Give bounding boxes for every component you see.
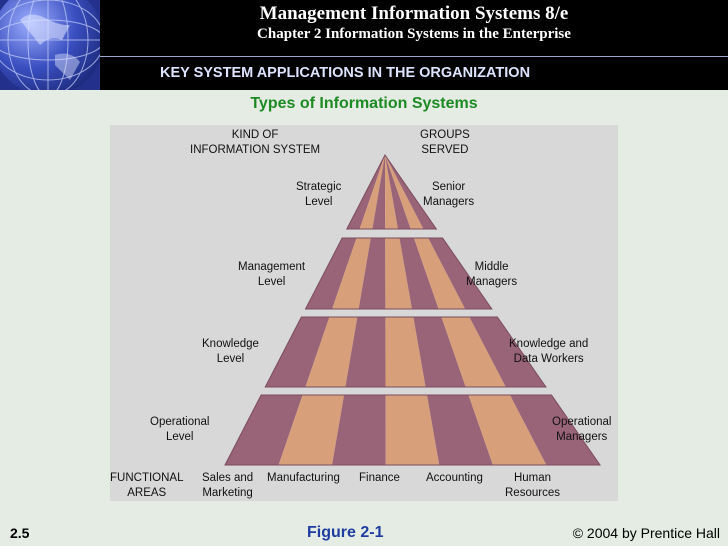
slide-title: Management Information Systems 8/e (259, 3, 569, 24)
tier-band (305, 317, 358, 387)
tier-band (358, 238, 386, 309)
tier-band (305, 238, 357, 309)
slide-subtitle: Types of Information Systems (250, 95, 478, 112)
management-tier (304, 237, 493, 310)
globe-logo (0, 0, 100, 90)
tier-band (385, 238, 412, 309)
tier-outline (224, 394, 601, 466)
tier-band (441, 317, 506, 387)
tier-band (345, 317, 386, 387)
tier-outline (264, 316, 547, 388)
tier-band (413, 238, 466, 309)
knowledge-level-label: Knowledge Level (202, 338, 259, 365)
page-number: 2.5 (10, 525, 30, 541)
copyright-notice: © 2004 by Prentice Hall (572, 525, 720, 541)
slide-header: Management Information Systems 8/e Chapt… (0, 0, 728, 56)
kind-of-system-header: KIND OF INFORMATION SYSTEM (190, 129, 321, 156)
tier-band (332, 238, 371, 309)
tier-outline (345, 154, 438, 230)
operational-managers-label: Operational Managers (552, 416, 612, 443)
pyramid-tiers (224, 154, 601, 466)
tier-band (469, 317, 546, 387)
tier-band (278, 395, 345, 465)
tier-band (385, 395, 440, 465)
area-accounting: Accounting (426, 472, 483, 484)
middle-managers-label: Middle Managers (466, 261, 518, 288)
figure-caption: Figure 2-1 (307, 524, 384, 541)
tier-band (428, 238, 492, 309)
pyramid-figure: KIND OF INFORMATION SYSTEM GROUPS SERVED… (110, 125, 618, 501)
section-bar: KEY SYSTEM APPLICATIONS IN THE ORGANIZAT… (100, 56, 728, 90)
tier-band (359, 155, 385, 229)
pyramid-diagram (224, 154, 601, 466)
area-manufacturing: Manufacturing (267, 472, 340, 484)
area-finance: Finance (359, 472, 400, 484)
tier-band (385, 317, 426, 387)
operational-level-label: Operational Level (150, 416, 210, 443)
strategic-tier (345, 154, 438, 230)
senior-managers-label: Senior Managers (423, 181, 475, 208)
area-sales-marketing: Sales and Marketing (202, 472, 254, 499)
tier-band (225, 395, 303, 465)
tier-band (468, 395, 547, 465)
groups-served-header: GROUPS SERVED (420, 129, 470, 156)
tier-band (332, 395, 386, 465)
tier-band (399, 238, 439, 309)
operational-tier (224, 394, 601, 466)
tier-band (372, 155, 386, 229)
knowledge-data-workers-label: Knowledge and Data Workers (509, 338, 589, 365)
management-level-label: Management Level (238, 261, 306, 288)
tier-outline (304, 237, 493, 310)
tier-band (413, 317, 466, 387)
functional-areas-label: FUNCTIONAL AREAS (110, 472, 184, 499)
chapter-title: Chapter 2 Information Systems in the Ent… (257, 26, 571, 42)
area-human-resources: Human Resources (505, 472, 560, 499)
tier-band (510, 395, 600, 465)
strategic-level-label: Strategic Level (296, 181, 342, 208)
tier-band (427, 395, 493, 465)
section-bar-label: KEY SYSTEM APPLICATIONS IN THE ORGANIZAT… (160, 65, 531, 81)
knowledge-tier (264, 316, 547, 388)
tier-band (265, 317, 330, 387)
